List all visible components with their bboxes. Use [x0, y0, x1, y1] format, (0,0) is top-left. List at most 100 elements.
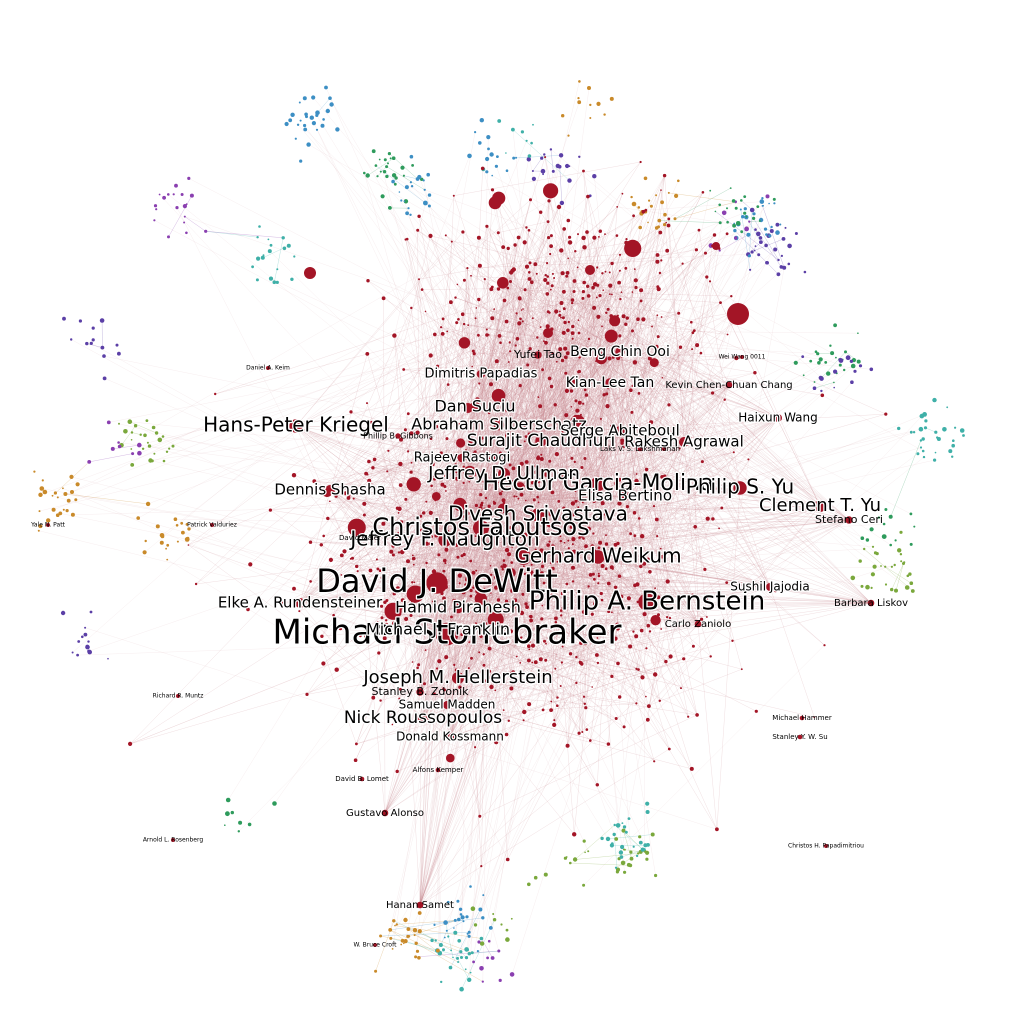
- coauthor-edge: [541, 425, 565, 574]
- coauthor-edge: [655, 602, 872, 621]
- coauthor-edge: [586, 232, 651, 359]
- coauthor-edge: [411, 199, 531, 309]
- author-node: [595, 296, 598, 299]
- yale-n-patt-label: Yale N. Patt: [30, 522, 65, 529]
- coauthor-edge: [574, 312, 607, 346]
- author-node: [609, 293, 611, 295]
- author-node: [322, 534, 326, 538]
- author-node: [443, 920, 448, 925]
- author-node: [485, 170, 489, 174]
- coauthor-edge: [400, 439, 490, 507]
- author-node: [459, 913, 463, 916]
- author-node: [540, 156, 544, 160]
- author-node: [375, 558, 378, 561]
- coauthor-edge: [495, 362, 655, 459]
- dennis-shasha-label: Dennis Shasha: [274, 481, 385, 499]
- author-node: [838, 358, 843, 362]
- coauthor-edge: [449, 430, 596, 738]
- coauthor-edge: [445, 540, 536, 550]
- author-node: [478, 382, 481, 385]
- coauthor-edge: [299, 575, 600, 604]
- coauthor-edge: [532, 318, 850, 521]
- coauthor-edge: [419, 508, 503, 693]
- coauthor-edge: [329, 479, 620, 491]
- author-node: [572, 279, 577, 283]
- coauthor-edge: [529, 278, 626, 497]
- coauthor-edge: [516, 313, 699, 625]
- author-node: [632, 360, 638, 365]
- author-node: [585, 230, 589, 234]
- author-node: [541, 368, 544, 372]
- coauthor-edge: [400, 601, 437, 690]
- author-node: [663, 223, 667, 227]
- coauthor-edge: [513, 155, 562, 159]
- author-node: [355, 742, 358, 746]
- dimitris-papadias-label: Dimitris Papadias: [425, 367, 538, 382]
- author-node: [775, 230, 780, 235]
- coauthor-edge: [503, 500, 542, 563]
- coauthor-edge: [89, 453, 133, 463]
- author-node: [833, 386, 835, 389]
- coauthor-edge: [607, 387, 771, 588]
- coauthor-edge: [555, 519, 850, 669]
- author-node: [281, 236, 285, 240]
- coauthor-edge: [542, 483, 599, 710]
- author-node: [238, 820, 243, 825]
- author-node: [493, 308, 496, 310]
- coauthor-edge: [588, 295, 648, 603]
- author-node: [389, 157, 392, 160]
- author-node: [497, 119, 502, 123]
- author-node: [420, 288, 424, 291]
- author-node: [452, 194, 455, 197]
- coauthor-edge: [389, 677, 459, 717]
- coauthor-edge: [457, 493, 501, 645]
- coauthor-edge: [457, 474, 520, 609]
- coauthor-edge: [450, 452, 734, 759]
- author-node: [677, 179, 680, 183]
- hub-author-node: [712, 242, 720, 250]
- author-node: [428, 353, 433, 358]
- coauthor-edge: [578, 371, 624, 489]
- author-node: [645, 695, 647, 698]
- author-node: [522, 308, 524, 310]
- coauthor-edge: [299, 287, 637, 604]
- coauthor-edge: [436, 583, 599, 669]
- coauthor-edge: [583, 206, 618, 239]
- coauthor-edge: [503, 564, 603, 601]
- coauthor-edge: [460, 342, 501, 444]
- coauthor-edge: [503, 361, 509, 475]
- author-node: [416, 228, 420, 232]
- coauthor-edge: [439, 519, 850, 662]
- author-node: [575, 655, 578, 659]
- author-node: [385, 174, 389, 179]
- coauthor-edge: [515, 278, 530, 487]
- coauthor-edge: [405, 239, 507, 735]
- author-node: [922, 412, 927, 417]
- coauthor-edge: [609, 382, 663, 477]
- author-node: [554, 452, 560, 457]
- daniel-a-keim-label: Daniel A. Keim: [246, 365, 290, 372]
- author-node: [38, 510, 41, 513]
- author-node: [820, 389, 823, 393]
- author-node: [450, 240, 453, 243]
- coauthor-edge: [491, 442, 622, 575]
- author-node: [371, 466, 375, 470]
- author-node: [276, 268, 279, 271]
- author-node: [596, 314, 601, 319]
- coauthor-edge: [441, 535, 552, 564]
- coauthor-edge: [386, 424, 500, 601]
- author-node: [740, 199, 743, 202]
- coauthor-edge: [601, 326, 779, 419]
- author-node: [41, 479, 44, 482]
- coauthor-edge: [329, 489, 413, 556]
- author-node: [148, 458, 153, 463]
- coauthor-edge: [480, 527, 667, 662]
- coauthor-edge: [502, 282, 620, 509]
- coauthor-edge: [622, 175, 665, 441]
- author-node: [383, 158, 387, 162]
- coauthor-edge: [446, 332, 694, 658]
- author-node: [298, 101, 301, 104]
- coauthor-edge: [480, 263, 683, 529]
- author-node: [813, 381, 816, 383]
- coauthor-edge: [579, 382, 611, 501]
